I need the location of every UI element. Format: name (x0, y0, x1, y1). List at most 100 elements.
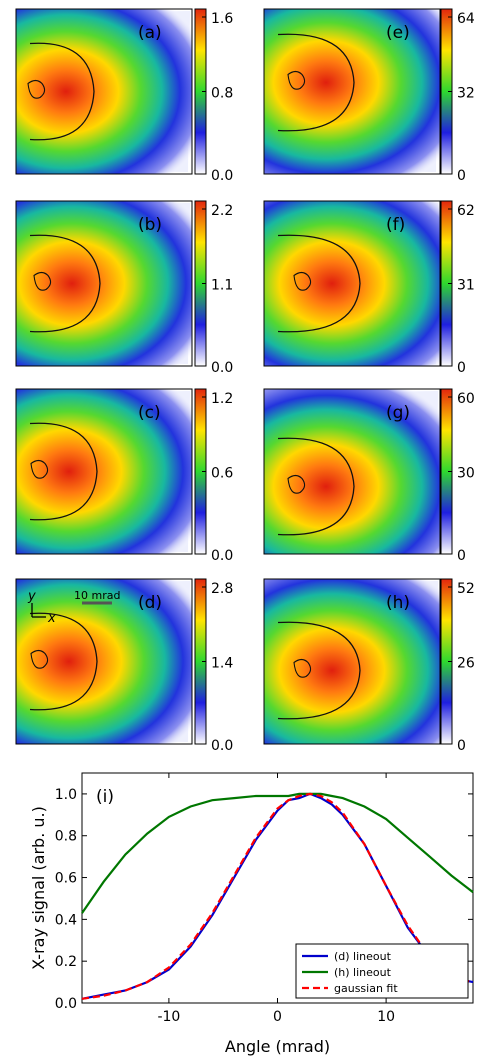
legend: (d) lineout (h) lineout gaussian fit (295, 943, 469, 999)
contour-outer (29, 42, 95, 141)
y-tick-label: 0.0 (55, 996, 77, 1012)
panel-label: (e) (386, 23, 410, 43)
beam-profile (264, 579, 440, 744)
contour-outer (277, 437, 355, 536)
colorbar-tick-label: 0.0 (211, 738, 233, 754)
contour-inner (293, 271, 312, 291)
colorbar-tick-label: 1.2 (211, 391, 233, 407)
colorbar-tick-label: 0 (457, 738, 466, 754)
legend-label: (d) lineout (334, 950, 392, 963)
x-tick-label: 0 (273, 1009, 282, 1025)
scale-bar-label: 10 mrad (74, 589, 120, 602)
heatmap-panel-d: (d) 2.8 1.4 0.0 yx 10 mrad (15, 578, 233, 754)
panel-frame (15, 200, 193, 367)
x-tick-label: -10 (157, 1009, 180, 1025)
panel-label: (h) (386, 593, 410, 613)
panel-frame (263, 200, 441, 367)
panel-label: (f) (386, 215, 405, 235)
colorbar-tick-label: 0 (457, 548, 466, 564)
panel-frame (263, 578, 441, 745)
colorbar-tick-label: 1.6 (211, 11, 233, 27)
colorbar-tick-label: 2.2 (211, 203, 233, 219)
panel-label: (i) (96, 787, 114, 807)
panel-frame (15, 578, 193, 745)
beam-profile (264, 9, 440, 174)
panel-label: (b) (138, 215, 162, 235)
contour-inner (287, 70, 306, 90)
colorbar-tick-label: 32 (457, 86, 475, 102)
colorbar-tick-label: 60 (457, 391, 475, 407)
panel-frame (15, 388, 193, 555)
colorbar-tick-label: 0.0 (211, 360, 233, 376)
panel-frame (263, 388, 441, 555)
legend-label: gaussian fit (334, 982, 398, 995)
heatmap-image (264, 389, 440, 554)
heatmap-grid: (a) 1.6 0.8 0.0 (b) 2.2 1.1 0.0 (c) 1.2 0.6 0.0 (d) 2… (15, 8, 475, 754)
heatmap-panel-e: (e) 64 32 0 (263, 8, 475, 184)
contour-inner (293, 658, 312, 678)
panel-label: (a) (138, 23, 162, 43)
contour-outer (277, 234, 361, 333)
heatmap-image (264, 9, 440, 174)
contour-inner (30, 649, 49, 669)
heatmap-image (16, 9, 192, 174)
colorbar-tick-label: 1.1 (211, 278, 233, 294)
colorbar-tick-label: 0 (457, 168, 466, 184)
lineout-plot: -10 0 10 0.0 0.2 0.4 0.6 0.8 1.0 Angle (mrad) X-ra… (29, 772, 474, 1056)
contour-outer (277, 621, 361, 720)
contour-inner (27, 79, 46, 99)
panel-frame (15, 8, 193, 175)
y-tick-label: 0.4 (55, 912, 77, 928)
colorbar-tick-label: 52 (457, 581, 475, 597)
panel-label: (c) (138, 403, 161, 423)
x-axis-indicator-label: x (47, 611, 56, 626)
beam-profile (16, 9, 192, 174)
beam-profile (264, 201, 440, 366)
contour-inner (33, 271, 52, 291)
heatmap-panel-b: (b) 2.2 1.1 0.0 (15, 200, 233, 376)
panel-label: (d) (138, 593, 162, 613)
colorbar-tick-label: 30 (457, 466, 475, 482)
contour-inner (287, 474, 306, 494)
contour-inner (30, 459, 49, 479)
heatmap-panel-h: (h) 52 26 0 (263, 578, 475, 754)
colorbar-tick-label: 0.6 (211, 466, 233, 482)
contour-outer (29, 422, 98, 521)
colorbar-tick-label: 0.8 (211, 86, 233, 102)
legend-label: (h) lineout (334, 966, 392, 979)
contour-outer (29, 612, 98, 711)
x-axis-label: Angle (mrad) (225, 1037, 330, 1056)
beam-profile (16, 201, 192, 366)
series-line-1 (81, 792, 474, 914)
heatmap-panel-f: (f) 62 31 0 (263, 200, 475, 376)
colorbar-tick-label: 0 (457, 360, 466, 376)
contour-outer (29, 234, 101, 333)
beam-profile (16, 579, 192, 744)
colorbar-tick-label: 0.0 (211, 168, 233, 184)
y-tick-label: 0.6 (55, 871, 77, 887)
heatmap-image (16, 579, 192, 744)
y-axis-label: X-ray signal (arb. u.) (29, 806, 48, 970)
y-tick-label: 0.8 (55, 829, 77, 845)
y-axis-indicator-label: y (27, 589, 36, 604)
panel-label: (g) (386, 403, 410, 423)
colorbar-tick-label: 62 (457, 203, 475, 219)
colorbar-tick-label: 1.4 (211, 656, 233, 672)
contour-outer (277, 33, 355, 132)
heatmap-image (16, 389, 192, 554)
heatmap-image (264, 579, 440, 744)
panel-frame (263, 8, 441, 175)
colorbar-tick-label: 26 (457, 656, 475, 672)
y-tick-label: 0.2 (55, 954, 77, 970)
heatmap-image (264, 201, 440, 366)
series-line-2 (81, 792, 474, 1000)
colorbar-tick-label: 31 (457, 278, 475, 294)
colorbar-tick-label: 2.8 (211, 581, 233, 597)
heatmap-panel-g: (g) 60 30 0 (263, 388, 475, 564)
y-tick-label: 1.0 (55, 787, 77, 803)
heatmap-panel-c: (c) 1.2 0.6 0.0 (15, 388, 233, 564)
x-tick-label: 10 (377, 1009, 395, 1025)
colorbar-tick-label: 0.0 (211, 548, 233, 564)
heatmap-image (16, 201, 192, 366)
